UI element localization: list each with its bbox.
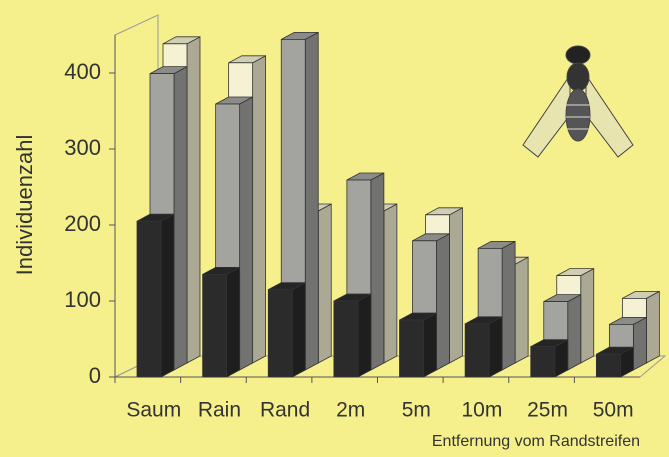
x-axis-label: Entfernung vom Randstreifen [432,433,640,450]
bar-side [449,207,463,364]
bar-side [370,172,385,371]
bar [333,300,359,378]
bar-side [501,240,516,371]
bar-side [317,203,332,364]
bar [267,289,293,378]
bar-side [160,213,175,378]
bar-side [423,312,437,378]
bar-side [580,267,595,364]
bar-side [488,316,503,378]
bar-group [595,346,634,378]
x-tick-label: Rain [198,399,241,422]
bar-side [514,256,529,364]
bar-side [645,290,660,364]
x-tick-label: 5m [402,399,431,422]
bar [202,273,228,378]
x-tick-label: Rand [260,399,310,422]
y-axis-label: Individuenzahl [12,135,37,276]
x-tick-label: 50m [593,399,634,422]
bar-side [357,293,372,378]
bar-group [333,293,372,378]
y-tick-label: 100 [64,287,101,312]
bar [136,220,162,378]
bar [464,323,490,378]
bar-group [136,213,175,378]
bar-side [383,203,398,364]
x-tick-label: 2m [336,399,365,422]
bar-group [399,312,437,378]
bar-side [436,233,450,371]
bar-side [173,65,188,371]
bar-side [252,55,267,364]
y-tick-label: 400 [64,59,101,84]
bar [399,319,424,378]
y-tick-label: 300 [64,135,101,160]
bar-side [239,96,254,371]
bar-group [202,266,241,378]
bar-group [530,338,569,378]
bar-side [291,281,306,378]
bar-side [567,293,582,371]
x-tick-label: 10m [462,399,503,422]
bar [595,353,621,378]
bar-side [226,266,241,378]
x-tick-label: Saum [126,399,181,422]
bar-group [464,316,503,378]
axes: 0 100 200 300 400 [64,14,667,388]
bar [530,346,556,378]
bar-side [632,316,647,371]
bar-side [304,31,319,371]
x-tick-label: 25m [527,399,568,422]
y-tick-label: 0 [89,363,101,388]
fly-icon [522,45,634,158]
bar-side [186,36,201,364]
y-tick-label: 200 [64,211,101,236]
bar-group [267,281,306,378]
